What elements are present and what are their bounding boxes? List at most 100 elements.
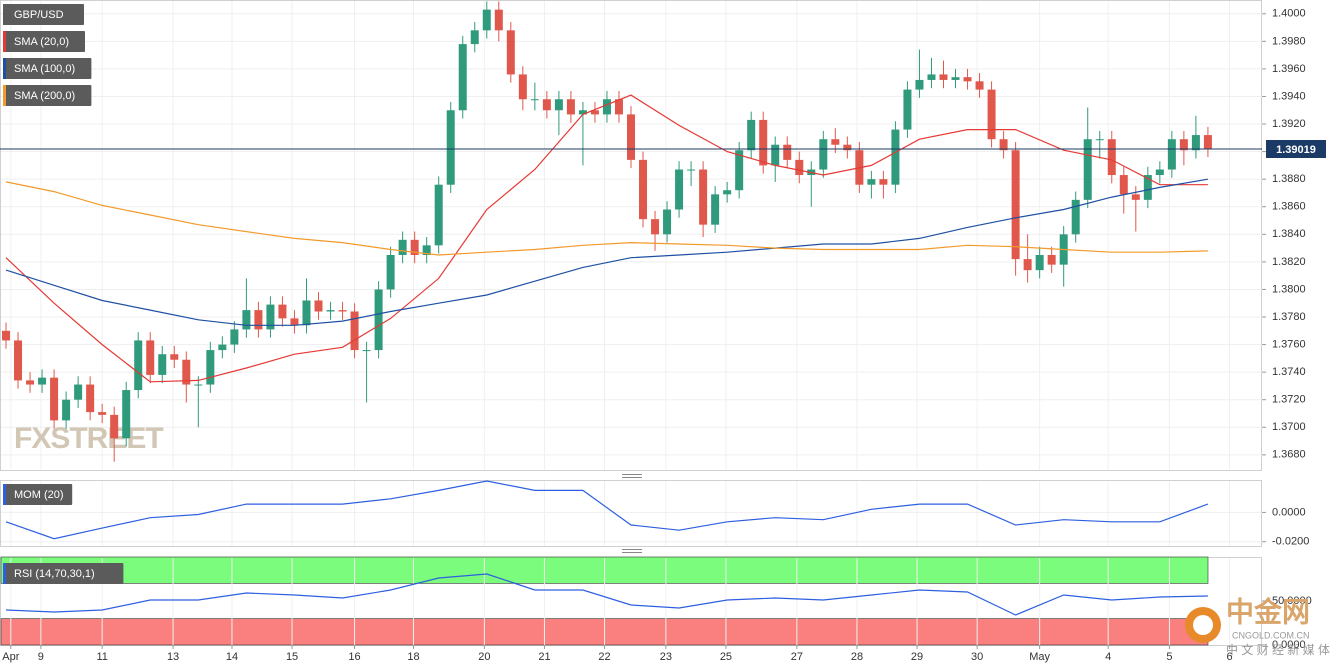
legend-swatch bbox=[3, 58, 6, 79]
candle-body bbox=[747, 119, 756, 151]
candle-body bbox=[975, 81, 984, 90]
candle-body bbox=[1131, 194, 1140, 200]
candle-body bbox=[338, 310, 347, 312]
candle-body bbox=[1107, 139, 1116, 176]
candle-body bbox=[566, 99, 575, 115]
candle-body bbox=[2, 330, 11, 341]
candle-body bbox=[110, 414, 119, 439]
candle-body bbox=[639, 159, 648, 220]
candle-body bbox=[350, 311, 359, 351]
legend-label: RSI (14,70,30,1) bbox=[14, 568, 95, 580]
candle-body bbox=[1023, 259, 1032, 271]
x-tick-label: 13 bbox=[167, 651, 179, 663]
candle-body bbox=[482, 9, 491, 31]
x-tick-label: 30 bbox=[971, 651, 983, 663]
panel bbox=[0, 480, 1262, 547]
legend-box bbox=[3, 484, 73, 505]
candle-body bbox=[38, 377, 47, 385]
logo-name: 中金网 bbox=[1226, 595, 1310, 627]
candle-body bbox=[735, 150, 744, 191]
candle-body bbox=[134, 340, 143, 391]
series-line bbox=[5, 480, 1209, 540]
candle-body bbox=[987, 89, 996, 140]
candle-body bbox=[62, 399, 71, 421]
candle-body bbox=[86, 384, 95, 413]
x-tick-label: 6 bbox=[1226, 651, 1232, 663]
candle-body bbox=[398, 239, 407, 255]
x-tick-label: 4 bbox=[1105, 651, 1111, 663]
y-tick-label: 1.3980 bbox=[1272, 35, 1306, 47]
candle-body bbox=[1119, 175, 1128, 195]
panel-handle bbox=[622, 474, 642, 553]
candle-body bbox=[494, 9, 503, 31]
candle-body bbox=[254, 310, 263, 330]
last-price-box bbox=[1266, 139, 1326, 158]
candle-body bbox=[14, 340, 23, 381]
candle-body bbox=[170, 354, 179, 360]
legend-swatch bbox=[3, 4, 6, 25]
legend-label: SMA (100,0) bbox=[14, 63, 75, 75]
candle-body bbox=[891, 129, 900, 185]
y-tick-label: 1.3700 bbox=[1272, 421, 1306, 433]
candle-body bbox=[206, 350, 215, 385]
series-line bbox=[5, 181, 1208, 256]
watermark: FXSTREET bbox=[14, 422, 163, 455]
legend-box bbox=[3, 85, 92, 106]
candle-body bbox=[422, 245, 431, 255]
x-tick-label: 18 bbox=[407, 651, 419, 663]
candle-body bbox=[158, 354, 167, 375]
candle-body bbox=[326, 310, 335, 312]
candle-body bbox=[362, 350, 371, 352]
y-tick-label: 0.0000 bbox=[1272, 639, 1306, 651]
candle-body bbox=[230, 329, 239, 345]
y-tick-label: 1.3920 bbox=[1272, 118, 1306, 130]
candle-body bbox=[278, 304, 287, 319]
candle-body bbox=[999, 139, 1008, 151]
candle-body bbox=[795, 159, 804, 176]
candle-body bbox=[458, 44, 467, 111]
legend-swatch bbox=[3, 85, 6, 106]
y-tick-label: 1.3780 bbox=[1272, 311, 1306, 323]
candle-body bbox=[74, 384, 83, 400]
candle-body bbox=[663, 209, 672, 235]
candle-body bbox=[675, 169, 684, 210]
candle-body bbox=[182, 359, 191, 385]
candle-body bbox=[578, 110, 587, 115]
candle-body bbox=[1155, 169, 1164, 176]
candle-body bbox=[1083, 139, 1092, 200]
candle-body bbox=[446, 110, 455, 185]
candle-body bbox=[927, 74, 936, 80]
y-tick-label: 1.3820 bbox=[1272, 256, 1306, 268]
candle-body bbox=[711, 194, 720, 225]
candle-body bbox=[819, 139, 828, 170]
candle-body bbox=[590, 110, 599, 115]
candle-body bbox=[554, 99, 563, 111]
candle-body bbox=[410, 239, 419, 255]
candle-body bbox=[542, 99, 551, 111]
logo-domain: CNGOLD.COM.CN bbox=[1232, 630, 1310, 640]
x-tick-label: 25 bbox=[720, 651, 732, 663]
candle-body bbox=[530, 99, 539, 101]
candle-body bbox=[122, 390, 131, 439]
candle-body bbox=[1203, 135, 1212, 149]
candle-body bbox=[867, 179, 876, 185]
x-tick-label: Apr bbox=[2, 651, 19, 663]
x-tick-label: 14 bbox=[226, 651, 238, 663]
candle-body bbox=[723, 190, 732, 195]
candle-body bbox=[374, 289, 383, 351]
y-tick-label: 1.3800 bbox=[1272, 283, 1306, 295]
x-tick-label: 27 bbox=[791, 651, 803, 663]
legend-swatch bbox=[3, 563, 6, 584]
candle-body bbox=[699, 169, 708, 225]
x-tick-label: 11 bbox=[96, 651, 107, 663]
candle-body bbox=[98, 412, 107, 415]
y-tick-label: 1.3720 bbox=[1272, 394, 1306, 406]
candle-body bbox=[470, 30, 479, 45]
x-tick-label: 20 bbox=[478, 651, 490, 663]
y-tick-label: 50.0000 bbox=[1272, 595, 1312, 607]
legend-swatch bbox=[3, 484, 6, 505]
legend-box bbox=[3, 31, 85, 52]
candle-body bbox=[146, 340, 155, 375]
candle-body bbox=[651, 219, 660, 235]
